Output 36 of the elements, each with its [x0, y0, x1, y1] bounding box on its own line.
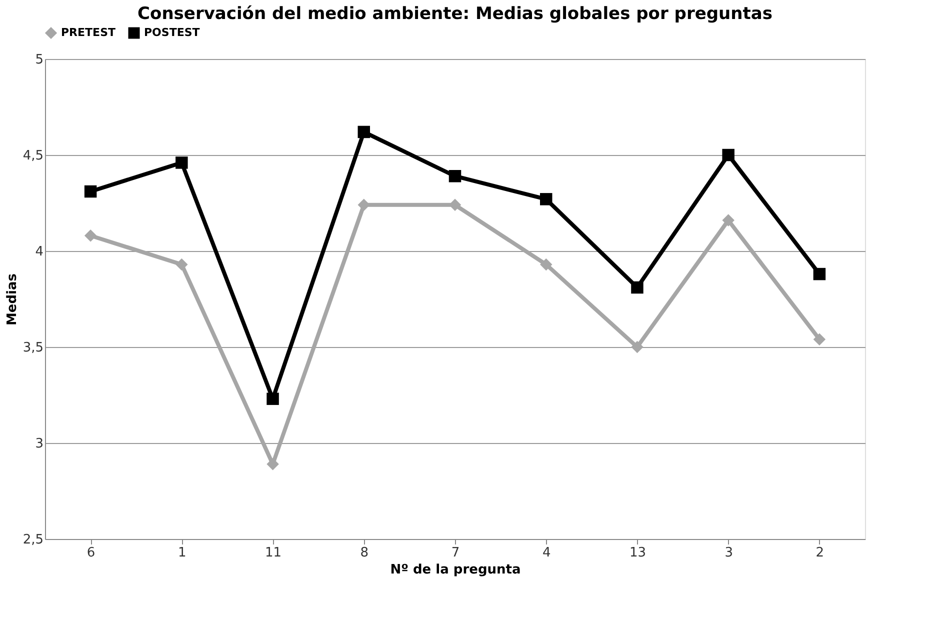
- point: [813, 333, 826, 346]
- point: [540, 258, 552, 271]
- x-tick-label: 2: [816, 546, 824, 560]
- x-tick-label: 7: [451, 546, 460, 560]
- y-axis-title: Medias: [4, 273, 20, 326]
- x-tick-label: 3: [724, 546, 733, 560]
- point: [722, 214, 734, 226]
- chart-title: Conservación del medio ambiente: Medias globales por preguntas: [138, 4, 772, 24]
- point: [84, 230, 97, 242]
- y-tick-label: 3,5: [22, 340, 44, 356]
- point: [358, 126, 370, 138]
- y-tick-label: 5: [35, 52, 44, 68]
- point: [631, 281, 644, 294]
- point: [176, 156, 188, 169]
- point: [266, 392, 279, 405]
- legend-label: PRETEST: [61, 26, 116, 39]
- point: [176, 258, 188, 271]
- y-tick-label: 4: [35, 244, 44, 260]
- x-tick-label: 6: [86, 546, 96, 560]
- y-tick-label: 2,5: [22, 532, 44, 548]
- point: [84, 185, 97, 198]
- point: [448, 170, 462, 182]
- point: [631, 340, 644, 354]
- x-tick-label: 4: [542, 546, 551, 560]
- x-tick-label: 8: [360, 546, 369, 560]
- x-tick-label: 1: [178, 546, 186, 560]
- y-tick-label: 3: [35, 436, 44, 452]
- point: [540, 193, 552, 206]
- point: [266, 458, 279, 470]
- x-tick-label: 13: [629, 546, 646, 560]
- y-tick-label: 4,5: [22, 148, 44, 164]
- x-axis-title: Nº de la pregunta: [390, 562, 521, 578]
- legend-label: POSTEST: [144, 26, 200, 39]
- point: [813, 268, 826, 280]
- point: [722, 148, 734, 162]
- x-tick-label: 11: [265, 546, 282, 560]
